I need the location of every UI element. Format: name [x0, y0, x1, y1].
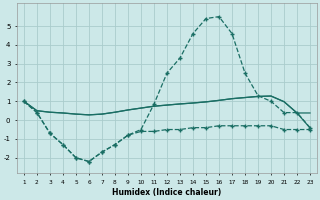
X-axis label: Humidex (Indice chaleur): Humidex (Indice chaleur) [112, 188, 221, 197]
